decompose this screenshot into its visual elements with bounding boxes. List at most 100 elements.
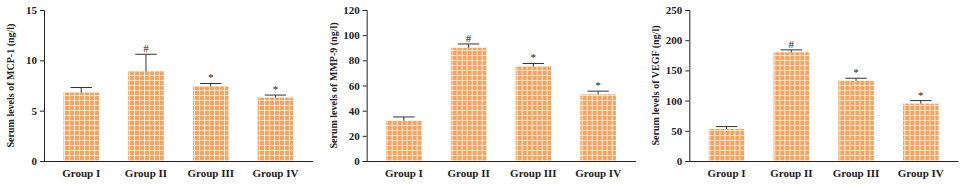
error-bar: [587, 91, 608, 94]
error-stem: [81, 88, 82, 93]
error-bar: [135, 54, 156, 71]
chart-panel: #**051015Group IGroup IIGroup IIIGroup I…: [5, 4, 313, 179]
x-tick-label: Group I: [385, 167, 423, 179]
y-tick-label: 100: [343, 29, 360, 41]
bar: [63, 93, 99, 161]
x-tick: Group III: [187, 161, 234, 179]
y-tick-mark: [685, 161, 689, 162]
x-tick-label: Group III: [833, 167, 880, 179]
error-bar: [71, 88, 92, 93]
bar: [516, 67, 552, 161]
bar: [128, 71, 164, 161]
bar: [386, 121, 422, 161]
annotation: *: [918, 89, 924, 101]
error-bar: [781, 50, 802, 52]
y-tick: 0: [32, 155, 45, 167]
y-tick-label: 0: [354, 155, 360, 167]
y-tick-mark: [40, 60, 44, 61]
y-tick-label: 10: [26, 54, 38, 66]
x-tick: Group II: [770, 161, 812, 179]
error-bar: [910, 101, 931, 104]
plot-area: [63, 54, 293, 161]
x-axis-line: [45, 161, 314, 162]
error-cap: [716, 126, 737, 127]
chart-panel: #**020406080100120Group IGroup IIGroup I…: [328, 4, 636, 179]
annotation: *: [595, 79, 601, 91]
y-tick-mark: [363, 161, 367, 162]
y-tick-mark: [40, 111, 44, 112]
error-stem: [468, 44, 469, 48]
x-tick: Group IV: [575, 161, 621, 179]
bar: [903, 104, 939, 161]
y-tick-label: 150: [666, 64, 683, 76]
y-tick: 0: [677, 155, 690, 167]
y-tick-mark: [685, 10, 689, 11]
bar: [258, 98, 294, 161]
error-bar: [523, 63, 544, 66]
x-axis-line: [690, 161, 959, 162]
x-tick-label: Group II: [125, 167, 167, 179]
x-tick-label: Group III: [510, 167, 557, 179]
y-tick: 5: [32, 105, 45, 117]
y-tick: 100: [666, 95, 690, 107]
plot-area: [386, 44, 616, 161]
y-tick: 20: [349, 130, 367, 142]
y-tick: 50: [671, 125, 689, 137]
x-tick-label: Group I: [62, 167, 100, 179]
annotation: *: [273, 83, 279, 95]
x-tick: Group III: [833, 161, 880, 179]
bar: [580, 94, 616, 161]
chart-panel: #**050100150200250Group IGroup IIGroup I…: [650, 4, 958, 179]
x-tick: Group II: [125, 161, 167, 179]
y-axis: 020406080100120: [343, 4, 367, 167]
annotation: #: [143, 42, 149, 54]
x-tick-label: Group IV: [252, 167, 298, 179]
y-tick-mark: [685, 70, 689, 71]
y-tick-mark: [685, 131, 689, 132]
x-tick: Group IV: [898, 161, 944, 179]
bar: [451, 48, 487, 161]
y-tick-mark: [40, 10, 44, 11]
error-bar: [393, 117, 414, 121]
error-bar: [458, 44, 479, 48]
y-tick-label: 250: [666, 4, 683, 16]
annotation: #: [789, 38, 795, 50]
bar: [709, 129, 745, 161]
y-tick-mark: [685, 101, 689, 102]
y-axis: 051015: [26, 4, 45, 167]
error-bar: [845, 78, 866, 80]
x-tick-label: Group II: [447, 167, 489, 179]
y-tick: 60: [349, 80, 367, 92]
bar: [773, 52, 809, 161]
y-tick: 80: [349, 54, 367, 66]
y-tick-mark: [363, 86, 367, 87]
annotation: #: [466, 32, 472, 44]
x-tick-label: Group IV: [575, 167, 621, 179]
y-tick-label: 0: [32, 155, 38, 167]
bar: [193, 87, 229, 161]
y-tick: 200: [666, 34, 690, 46]
y-axis-line: [363, 11, 368, 162]
y-tick-label: 0: [677, 155, 683, 167]
y-tick-mark: [363, 60, 367, 61]
x-tick: Group III: [510, 161, 557, 179]
y-tick-label: 120: [343, 4, 360, 16]
x-tick: Group IV: [252, 161, 298, 179]
y-tick-mark: [40, 161, 44, 162]
y-tick: 120: [343, 4, 367, 16]
x-axis: Group I Group II Group III Group IV: [690, 161, 959, 179]
x-tick: Group I: [708, 161, 746, 179]
annotation: *: [531, 51, 537, 63]
y-tick-mark: [685, 40, 689, 41]
y-axis-line: [40, 11, 45, 162]
x-tick-label: Group I: [708, 167, 746, 179]
y-tick-label: 200: [666, 34, 683, 46]
error-cap: [71, 87, 92, 88]
y-tick: 100: [343, 29, 367, 41]
error-bar: [716, 127, 737, 129]
error-stem: [145, 54, 146, 71]
y-tick-label: 5: [32, 105, 38, 117]
y-tick-label: 100: [666, 95, 683, 107]
y-tick: 0: [354, 155, 367, 167]
x-tick: Group II: [447, 161, 489, 179]
